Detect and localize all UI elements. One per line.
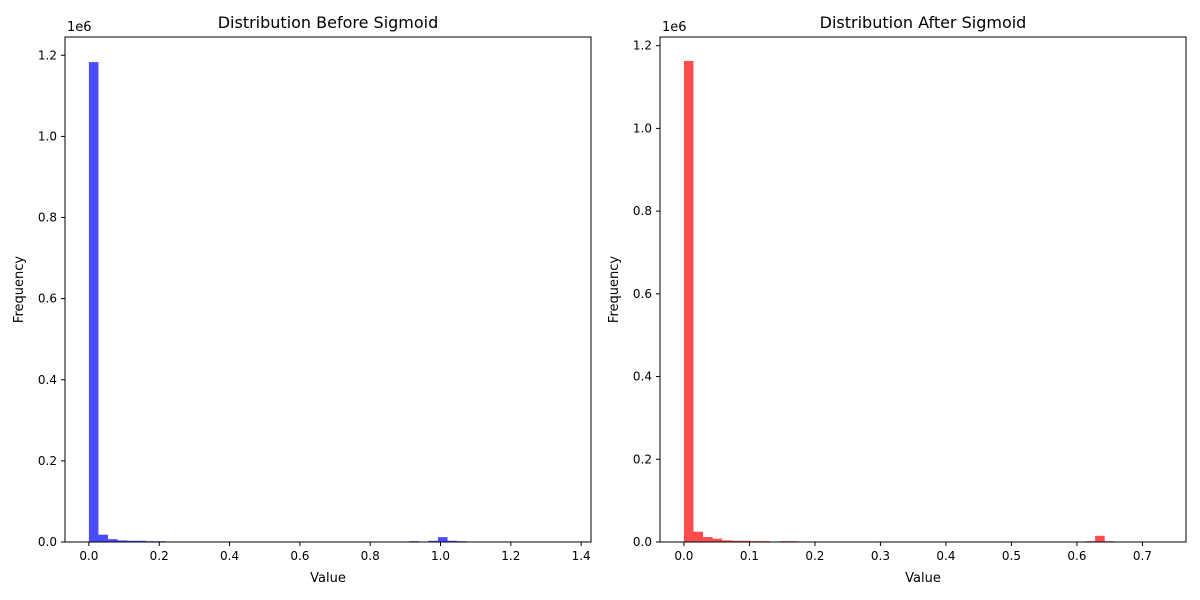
- y-tick-label: 0.0: [38, 535, 57, 549]
- histogram-bar: [712, 538, 723, 542]
- x-tick-label: 0.3: [871, 549, 890, 563]
- chart-title: Distribution After Sigmoid: [820, 13, 1027, 32]
- y-tick-label: 0.6: [38, 292, 57, 306]
- y-tick-label: 1.2: [633, 39, 652, 53]
- x-tick-label: 0.5: [1002, 549, 1021, 563]
- histogram-bar: [447, 540, 458, 542]
- histogram-bar: [722, 540, 732, 542]
- histogram-bar: [428, 540, 438, 542]
- plot-frame: [659, 36, 1187, 543]
- histogram-bar: [98, 534, 109, 542]
- histogram-bar: [437, 537, 448, 542]
- chart-panel-1: 0.0 0.2 0.4 0.6 0.8 1.0 1.2 1.4 0.0 0.2 0.4 0.6 0.8 1…: [12, 13, 592, 586]
- y-tick-label: 0.2: [38, 454, 57, 468]
- x-tick-label: 0.2: [805, 549, 824, 563]
- histogram-bar: [703, 537, 713, 542]
- y-tick-label: 0.4: [633, 370, 652, 384]
- histogram-bar: [683, 60, 694, 543]
- y-tick-label: 0.2: [633, 452, 652, 466]
- y-axis-label: Frequency: [12, 256, 27, 323]
- x-tick-label: 0.1: [740, 549, 759, 563]
- y-tick-label: 0.4: [38, 373, 57, 387]
- x-axis-label: Value: [310, 571, 346, 586]
- histogram-bar: [127, 540, 137, 542]
- y-offset-label: 1e6: [67, 20, 92, 35]
- histogram-bar: [136, 540, 147, 542]
- histogram-bar: [117, 540, 128, 542]
- x-tick-label: 0.4: [936, 549, 955, 563]
- y-tick-label: 0.6: [633, 287, 652, 301]
- x-tick-label: 0.2: [150, 549, 169, 563]
- y-tick-label: 0.8: [38, 211, 57, 225]
- histogram-bar: [693, 531, 704, 542]
- chart-panel-2: 0.0 0.1 0.2 0.3 0.4 0.5 0.6 0.7 0.0 0.2 0.4 0.6 0.8 1…: [607, 13, 1187, 586]
- x-tick-label: 0.7: [1133, 549, 1152, 563]
- x-tick-label: 1.4: [572, 549, 591, 563]
- x-tick-label: 0.6: [1067, 549, 1086, 563]
- x-axis-label: Value: [905, 571, 941, 586]
- histogram-bar: [88, 62, 99, 543]
- y-tick-label: 0.0: [633, 535, 652, 549]
- x-tick-label: 0.4: [220, 549, 239, 563]
- y-tick-label: 0.8: [633, 204, 652, 218]
- histogram-bar: [108, 539, 118, 542]
- x-tick-label: 0.8: [361, 549, 380, 563]
- y-tick-label: 1.2: [38, 48, 57, 62]
- x-tick-label: 0.0: [674, 549, 693, 563]
- x-tick-label: 0.6: [290, 549, 309, 563]
- y-offset-label: 1e6: [662, 20, 687, 35]
- y-tick-label: 1.0: [633, 121, 652, 135]
- x-tick-label: 1.0: [431, 549, 450, 563]
- histogram-bar: [741, 540, 751, 542]
- y-tick-label: 1.0: [38, 129, 57, 143]
- histogram-bar: [1095, 535, 1105, 542]
- y-axis-label: Frequency: [607, 256, 622, 323]
- chart-title: Distribution Before Sigmoid: [218, 13, 439, 32]
- x-tick-label: 0.0: [79, 549, 98, 563]
- x-tick-label: 1.2: [501, 549, 520, 563]
- plot-frame: [64, 36, 592, 543]
- histogram-bar: [731, 540, 742, 542]
